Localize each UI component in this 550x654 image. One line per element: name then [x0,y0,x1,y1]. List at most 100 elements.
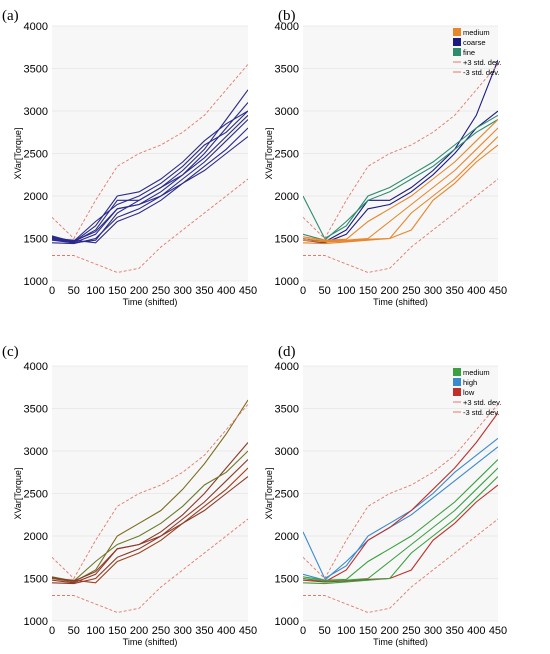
series-line [52,467,248,584]
x-tick-label: 150 [108,285,126,297]
y-tick-label: 2500 [24,149,48,161]
x-tick-label: 100 [86,285,104,297]
x-tick-label: 350 [195,285,213,297]
x-tick-label: 50 [68,625,80,637]
x-tick-label: 250 [152,285,170,297]
panel-label: (b) [278,8,296,24]
series-line [303,114,498,240]
chart-panel-4: (d) 1000 1500 2000 2500 3000 3500 4000 0 50 100 150… [264,344,507,647]
y-tick-label: 2000 [275,531,299,543]
y-tick-label: 1500 [24,574,48,586]
series-line [303,144,498,243]
legend-swatch [453,368,461,376]
series-line [303,467,498,582]
legend-swatch [453,38,461,46]
series-line [303,446,498,581]
limit-line [303,64,498,240]
series-line [303,119,498,241]
x-tick-label: 200 [130,285,148,297]
y-tick-label: 1000 [275,276,299,288]
y-tick-label: 4000 [24,21,48,33]
x-tick-label: 250 [152,625,170,637]
x-tick-label: 0 [49,285,55,297]
x-tick-label: 0 [300,625,306,637]
y-tick-label: 3500 [24,64,48,76]
limit-line [303,404,498,580]
x-tick-label: 250 [402,625,420,637]
series-group [52,399,248,613]
x-axis-label: Time (shifted) [123,637,178,647]
series-line [303,484,498,583]
series-line [52,450,248,582]
series-line [303,459,498,581]
x-tick-label: 150 [359,625,377,637]
limit-line [52,64,248,240]
x-tick-label: 450 [489,285,507,297]
series-line [303,476,498,585]
y-tick-label: 2500 [275,489,299,501]
x-tick-label: 50 [319,285,331,297]
limit-line [303,178,498,273]
legend-label: +3 std. dev. [463,58,501,67]
x-tick-label: 100 [337,285,355,297]
limit-line [52,404,248,580]
x-axis-label: Time (shifted) [373,637,428,647]
series-line [303,136,498,245]
y-tick-label: 2500 [275,149,299,161]
x-tick-label: 0 [49,625,55,637]
y-tick-label: 3500 [275,404,299,416]
y-tick-label: 4000 [275,21,299,33]
y-tick-label: 1000 [24,276,48,288]
series-line [52,110,248,243]
x-tick-label: 400 [467,285,485,297]
y-tick-label: 3000 [275,446,299,458]
y-tick-label: 1500 [275,234,299,246]
x-axis-label: Time (shifted) [123,297,178,307]
y-tick-label: 1500 [24,234,48,246]
x-tick-label: 400 [467,625,485,637]
legend-label: medium [463,368,490,377]
series-line [52,114,248,244]
y-tick-label: 2000 [24,191,48,203]
y-tick-label: 3500 [24,404,48,416]
x-tick-label: 0 [300,285,306,297]
chart-panel-2: (b) 1000 1500 2000 2500 3000 3500 4000 0 50 100 150… [264,8,507,307]
y-tick-label: 4000 [275,361,299,373]
series-line [52,110,248,242]
x-tick-label: 150 [359,285,377,297]
series-line [303,412,498,583]
series-group [303,59,498,273]
chart-panel-3: (c) 1000 1500 2000 2500 3000 3500 4000 0 50 100 150… [2,344,257,647]
x-tick-label: 200 [380,285,398,297]
limit-line [52,178,248,273]
panel-label: (a) [2,8,19,24]
series-line [303,59,498,243]
x-axis-label: Time (shifted) [373,297,428,307]
y-axis-label: XVar[Torque] [264,468,274,520]
legend-label: medium [463,28,490,37]
y-tick-label: 1000 [24,616,48,628]
x-tick-label: 400 [217,625,235,637]
x-tick-label: 100 [86,625,104,637]
y-tick-label: 1500 [275,574,299,586]
x-tick-label: 150 [108,625,126,637]
y-axis-label: XVar[Torque] [13,128,23,180]
y-tick-label: 4000 [24,361,48,373]
limit-line [303,518,498,613]
series-line [303,437,498,580]
y-tick-label: 2000 [24,531,48,543]
y-tick-label: 1000 [275,616,299,628]
x-tick-label: 50 [68,285,80,297]
panel-label: (c) [2,344,19,360]
x-tick-label: 450 [239,285,257,297]
legend-swatch [453,388,461,396]
x-tick-label: 200 [130,625,148,637]
legend-swatch [453,48,461,56]
legend-label: low [463,388,475,397]
x-tick-label: 100 [337,625,355,637]
x-tick-label: 300 [424,625,442,637]
x-tick-label: 300 [424,285,442,297]
y-tick-label: 3000 [24,106,48,118]
